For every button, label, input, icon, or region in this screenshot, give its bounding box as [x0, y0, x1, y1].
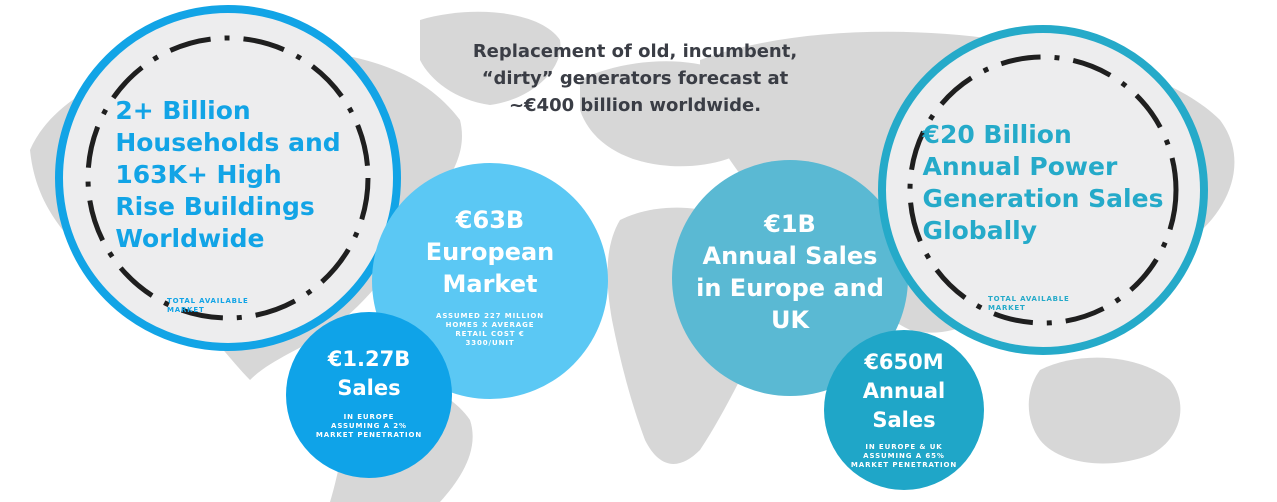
- left-small-circle: €1.27B Sales IN EUROPE ASSUMING A 2% MAR…: [286, 312, 452, 478]
- left-mid-title-line: Market: [442, 270, 538, 298]
- left-mid-title-line: European: [425, 238, 555, 266]
- right-tam-title-line: Annual Power: [922, 152, 1118, 181]
- left-tam-title-line: Worldwide: [115, 224, 265, 253]
- right-tam-content: €20 Billion Annual Power Generation Sale…: [878, 25, 1208, 355]
- right-tam-title-line: Globally: [922, 216, 1038, 245]
- headline-line: ~€400 billion worldwide.: [508, 95, 762, 116]
- right-mid-title-line: €1B: [764, 210, 816, 238]
- headline-line: Replacement of old, incumbent,: [472, 41, 798, 62]
- left-small-caption-line: IN EUROPE: [343, 412, 395, 421]
- left-tam-dashed-ring: [85, 35, 371, 321]
- left-mid-title-line: €63B: [455, 206, 525, 234]
- right-small-circle: €650M Annual Sales IN EUROPE & UK ASSUMI…: [824, 330, 984, 490]
- headline-text: Replacement of old, incumbent, “dirty” g…: [430, 38, 840, 119]
- right-tam-caption-line: MARKET: [988, 304, 1026, 312]
- left-tam-title-line: 2+ Billion: [115, 96, 251, 125]
- left-mid-caption-line: HOMES X AVERAGE: [445, 321, 535, 329]
- right-tam-caption-line: TOTAL AVAILABLE: [988, 295, 1070, 303]
- left-mid-caption-line: 3300/UNIT: [465, 339, 515, 347]
- left-small-title-line: Sales: [337, 375, 401, 400]
- right-mid-title-line: UK: [770, 306, 810, 334]
- right-tam-dashed-ring: [907, 54, 1179, 326]
- left-mid-caption: ASSUMED 227 MILLION HOMES X AVERAGE RETA…: [436, 312, 544, 348]
- left-small-title-line: €1.27B: [327, 346, 411, 371]
- left-tam-title-line: Rise Buildings: [115, 192, 315, 221]
- right-small-caption-line: ASSUMING A 65%: [863, 452, 945, 460]
- left-small-caption: IN EUROPE ASSUMING A 2% MARKET PENETRATI…: [316, 413, 422, 440]
- left-small-caption-line: MARKET PENETRATION: [315, 430, 423, 439]
- right-small-caption-line: MARKET PENETRATION: [850, 461, 958, 469]
- right-tam-caption: TOTAL AVAILABLE MARKET: [988, 295, 1098, 313]
- left-tam-circle: [55, 5, 401, 351]
- left-tam-title-line: Households and: [115, 128, 341, 157]
- right-small-title-line: Annual: [862, 379, 946, 403]
- right-small-title-line: Sales: [872, 408, 936, 432]
- left-tam-content: 2+ Billion Households and 163K+ High Ris…: [55, 5, 401, 351]
- right-small-caption: IN EUROPE & UK ASSUMING A 65% MARKET PEN…: [851, 443, 957, 470]
- left-tam-caption: TOTAL AVAILABLE MARKET: [167, 297, 277, 315]
- left-tam-caption-line: MARKET: [167, 306, 205, 314]
- headline-line: “dirty” generators forecast at: [481, 68, 789, 89]
- right-small-title-line: €650M: [864, 350, 944, 374]
- right-tam-title-line: Generation Sales: [922, 184, 1164, 213]
- left-mid-caption-line: ASSUMED 227 MILLION: [436, 312, 544, 320]
- left-tam-title: 2+ Billion Households and 163K+ High Ris…: [115, 95, 340, 255]
- left-small-caption-line: ASSUMING A 2%: [331, 421, 407, 430]
- right-tam-circle: [878, 25, 1208, 355]
- right-mid-title-line: in Europe and: [696, 274, 884, 302]
- left-mid-caption-line: RETAIL COST €: [455, 330, 525, 338]
- left-tam-caption-line: TOTAL AVAILABLE: [167, 297, 249, 305]
- right-mid-title-line: Annual Sales: [702, 242, 878, 270]
- right-tam-title-line: €20 Billion: [922, 120, 1072, 149]
- right-tam-title: €20 Billion Annual Power Generation Sale…: [923, 119, 1164, 247]
- right-small-caption-line: IN EUROPE & UK: [865, 443, 943, 451]
- left-tam-title-line: 163K+ High: [115, 160, 282, 189]
